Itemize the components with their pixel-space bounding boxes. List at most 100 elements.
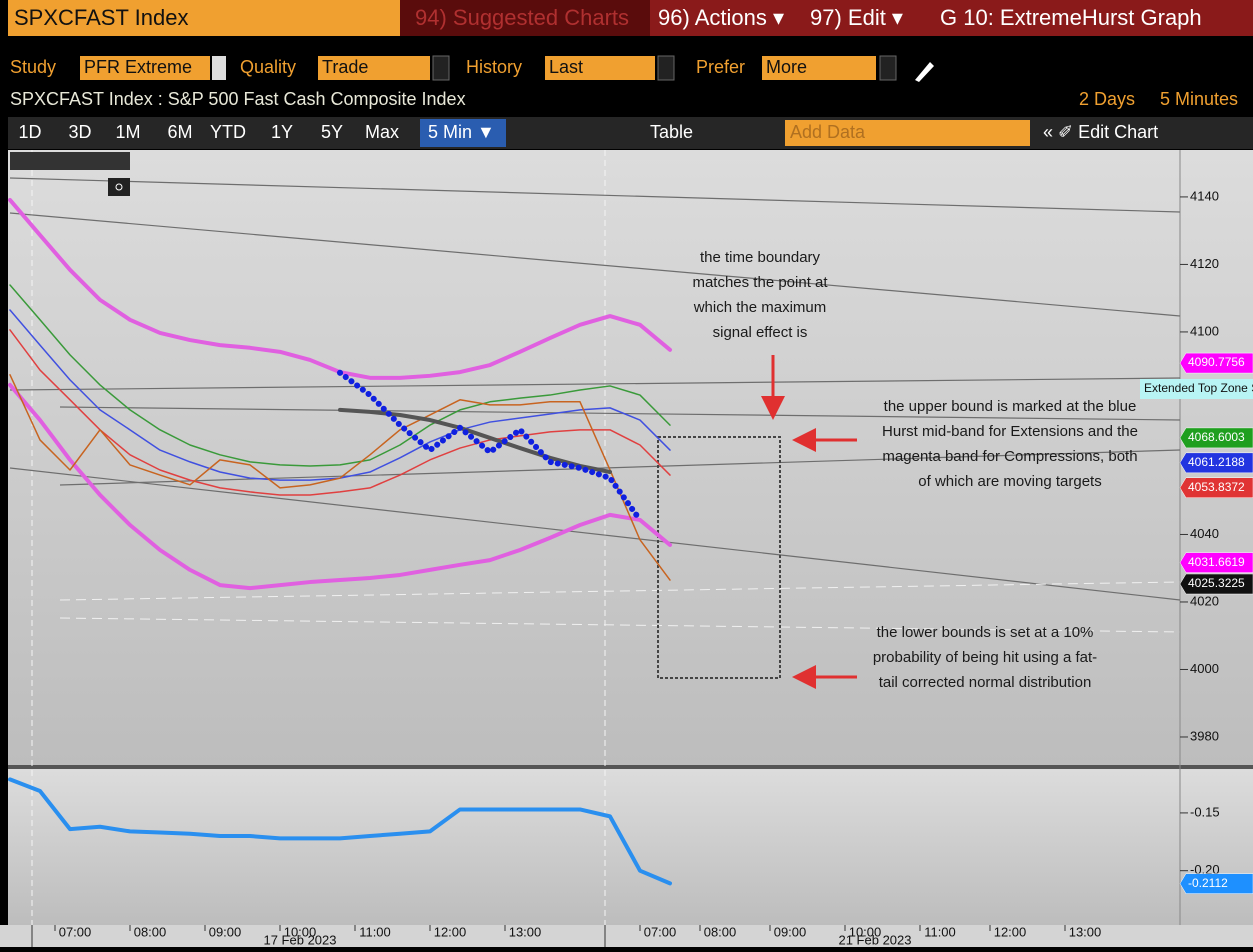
x-tick-label: 09:00 — [209, 924, 242, 939]
trend-line — [59, 449, 1181, 486]
price-tag-label: 4061.2188 — [1188, 455, 1245, 469]
tool-button[interactable] — [108, 178, 130, 196]
series-line — [337, 369, 643, 523]
callout: Extended Top Zone Start (SPX — [1144, 381, 1253, 395]
y-tick-label: 4020 — [1190, 593, 1219, 608]
y-tick-label: -0.15 — [1190, 804, 1220, 819]
prefer-field[interactable] — [762, 56, 876, 80]
price-tag — [1179, 573, 1253, 595]
tool-icon — [115, 183, 123, 191]
series-line — [9, 374, 671, 581]
main-panel — [8, 150, 1253, 765]
price-tag-label: 4053.8372 — [1188, 480, 1245, 494]
annotation: Hurst mid-band for Extensions and the — [882, 423, 1138, 440]
series-line — [8, 382, 672, 591]
range: 2 Days — [1079, 89, 1135, 109]
x-axis — [0, 925, 1253, 947]
x-tick-label: 10:00 — [284, 924, 317, 939]
dropdown[interactable] — [212, 56, 226, 80]
table-button[interactable]: Table — [650, 122, 693, 142]
price-tag — [1179, 477, 1253, 499]
period-button[interactable]: YTD — [210, 122, 246, 142]
add-data-field[interactable] — [785, 120, 1030, 146]
price-tag-label: 4068.6003 — [1188, 430, 1245, 444]
series-line — [9, 329, 671, 496]
y-tick-label: 4100 — [1190, 323, 1219, 338]
y-tick-label: 4140 — [1190, 188, 1219, 203]
period-button[interactable]: 1M — [115, 122, 140, 142]
annotation: which the maximum — [693, 299, 827, 316]
quality-field[interactable] — [318, 56, 430, 80]
lower-panel — [8, 769, 1253, 925]
x-tick-label: 08:00 — [134, 924, 167, 939]
dropdown[interactable] — [432, 55, 450, 81]
x-tick-label: 07:00 — [644, 924, 677, 939]
y-tick-label: 3980 — [1190, 728, 1219, 743]
trend-line — [59, 406, 1181, 421]
x-tick-label: 13:00 — [1069, 924, 1102, 939]
title: SPXCFAST Index — [14, 5, 188, 30]
pencil-icon[interactable] — [915, 62, 934, 82]
edit-chart[interactable]: « ✐ Edit Chart — [1043, 122, 1158, 142]
interval-select[interactable]: 5 Min ▼ — [428, 122, 495, 142]
dropdown[interactable] — [657, 55, 675, 81]
x-tick-label: 09:00 — [774, 924, 807, 939]
x-tick-label: 10:00 — [849, 924, 882, 939]
price-tag — [1179, 873, 1253, 894]
x-date-label: 17 Feb 2023 — [263, 932, 336, 947]
trend-line — [9, 467, 1181, 601]
price-tag-label: 4025.3225 — [1188, 576, 1245, 590]
period-button[interactable]: Max — [365, 122, 399, 142]
period-button[interactable]: 1Y — [271, 122, 293, 142]
add-data[interactable]: Add Data — [790, 122, 866, 142]
edit[interactable]: 97) Edit ▾ — [810, 5, 903, 30]
y-tick-label: -0.20 — [1190, 862, 1220, 877]
quality-label: Quality — [240, 57, 296, 77]
period-button[interactable]: 6M — [167, 122, 192, 142]
history-label: History — [466, 57, 522, 77]
x-tick-label: 12:00 — [994, 924, 1027, 939]
guide-line — [59, 581, 1181, 601]
period-button[interactable]: 3D — [68, 122, 91, 142]
tool-palette[interactable] — [10, 152, 130, 170]
price-tag — [1179, 552, 1253, 573]
trend-line — [9, 212, 1181, 317]
callout-box — [1140, 379, 1253, 399]
menu-bar — [650, 0, 1253, 36]
price-tag — [1179, 352, 1253, 374]
history[interactable]: Last — [549, 57, 583, 77]
x-tick-label: 13:00 — [509, 924, 542, 939]
actions[interactable]: 96) Actions ▾ — [658, 5, 784, 30]
period-button[interactable]: 5Y — [321, 122, 343, 142]
interval-button[interactable] — [420, 119, 506, 147]
trend-line — [9, 377, 1181, 391]
trend-lines — [9, 177, 1181, 601]
trend-line — [9, 177, 1181, 213]
x-tick-label: 12:00 — [434, 924, 467, 939]
annotation: matches the point at — [692, 274, 828, 291]
price-tag-label: -0.2112 — [1188, 876, 1228, 890]
period-button[interactable]: 1D — [18, 122, 41, 142]
x-tick-label: 11:00 — [359, 924, 391, 939]
prefer-label: Prefer — [696, 57, 745, 77]
prefer[interactable]: More — [766, 57, 807, 77]
annotation: tail corrected normal distribution — [879, 674, 1092, 691]
study-field[interactable] — [80, 56, 210, 80]
series-line — [8, 777, 672, 886]
y-tick-label: 4000 — [1190, 661, 1219, 676]
history-field[interactable] — [545, 56, 655, 80]
y-tick-label: 4120 — [1190, 256, 1219, 271]
study-label: Study — [10, 57, 56, 77]
suggested[interactable]: 94) Suggested Charts — [415, 5, 629, 30]
study[interactable]: PFR Extreme — [84, 57, 192, 77]
suggested-box[interactable] — [400, 0, 650, 36]
x-date-label: 21 Feb 2023 — [838, 932, 911, 947]
quality[interactable]: Trade — [322, 57, 368, 77]
x-tick-label: 08:00 — [704, 924, 737, 939]
dropdown[interactable] — [879, 55, 897, 81]
annotation: magenta band for Compressions, both — [882, 448, 1137, 465]
target-box — [657, 436, 781, 679]
price-tag-label: 4090.7756 — [1188, 355, 1245, 369]
